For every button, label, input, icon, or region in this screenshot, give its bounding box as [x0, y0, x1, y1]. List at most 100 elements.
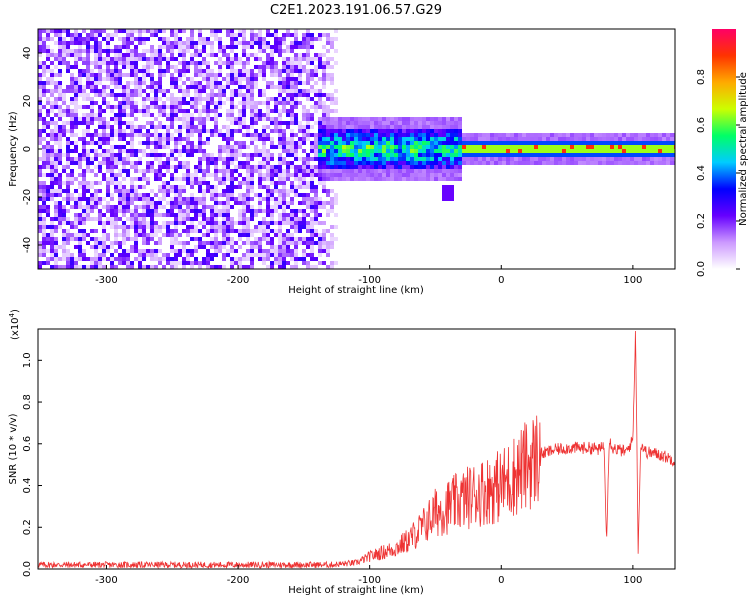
heatmap-cell — [366, 121, 370, 125]
heatmap-cell — [50, 245, 54, 249]
heatmap-cell — [230, 93, 234, 97]
heatmap-cell — [210, 217, 214, 221]
heatmap-cell — [494, 161, 498, 165]
heatmap-cell — [98, 105, 102, 109]
heatmap-cell — [254, 113, 258, 117]
heatmap-cell — [242, 209, 246, 213]
heatmap-cell — [306, 37, 310, 41]
heatmap-cell — [262, 173, 266, 177]
heatmap-cell — [626, 157, 630, 161]
heatmap-cell — [278, 197, 282, 201]
heatmap-cell — [54, 41, 58, 45]
heatmap-cell — [490, 161, 494, 165]
heatmap-cell — [510, 133, 514, 137]
heatmap-cell — [170, 101, 174, 105]
heatmap-cell — [410, 173, 414, 177]
heatmap-cell — [258, 149, 262, 153]
heatmap-cell — [274, 197, 278, 201]
heatmap-cell — [298, 41, 302, 45]
heatmap-cell — [310, 217, 314, 221]
heatmap-cell — [338, 173, 342, 177]
heatmap-cell — [270, 245, 274, 249]
heatmap-cell — [98, 137, 102, 141]
heatmap-cell — [598, 137, 602, 141]
heatmap-cell — [354, 173, 358, 177]
heatmap-cell — [406, 161, 410, 165]
heatmap-cell — [582, 157, 586, 161]
heatmap-cell — [262, 177, 266, 181]
heatmap-cell — [298, 69, 302, 73]
heatmap-cell — [198, 245, 202, 249]
heatmap-cell — [214, 157, 218, 161]
heatmap-cell — [278, 69, 282, 73]
heatmap-cell — [134, 229, 138, 233]
heatmap-cell — [102, 133, 106, 137]
heatmap-cell — [182, 137, 186, 141]
heatmap-cell — [378, 177, 382, 181]
heatmap-cell — [250, 89, 254, 93]
heatmap-cell — [218, 225, 222, 229]
heatmap-cell — [318, 117, 322, 121]
heatmap-cell — [254, 85, 258, 89]
heatmap-cell — [666, 145, 670, 149]
heatmap-cell — [50, 241, 54, 245]
heatmap-cell — [242, 201, 246, 205]
heatmap-cell — [306, 117, 310, 121]
heatmap-cell — [62, 41, 66, 45]
heatmap-cell — [142, 125, 146, 129]
heatmap-cell — [202, 125, 206, 129]
heatmap-cell — [306, 229, 310, 233]
heatmap-cell — [122, 45, 126, 49]
heatmap-cell — [278, 121, 282, 125]
heatmap-cell — [282, 193, 286, 197]
heatmap-cell — [38, 37, 42, 41]
heatmap-cell — [126, 249, 130, 253]
heatmap-cell — [422, 177, 426, 181]
heatmap-cell — [302, 69, 306, 73]
heatmap-cell — [278, 233, 282, 237]
heatmap-cell — [90, 265, 94, 269]
heatmap-cell — [274, 61, 278, 65]
heatmap-cell — [106, 181, 110, 185]
heatmap-cell — [58, 117, 62, 121]
heatmap-cell — [242, 37, 246, 41]
heatmap-cell — [606, 153, 610, 157]
heatmap-cell — [582, 133, 586, 137]
heatmap-cell — [386, 157, 390, 161]
heatmap-cell — [122, 41, 126, 45]
heatmap-cell — [282, 249, 286, 253]
heatmap-cell — [526, 137, 530, 141]
heatmap-cell — [170, 189, 174, 193]
heatmap-cell — [150, 213, 154, 217]
heatmap-cell — [330, 241, 334, 245]
heatmap-cell — [358, 157, 362, 161]
heatmap-cell — [98, 241, 102, 245]
heatmap-cell — [254, 81, 258, 85]
heatmap-cell — [50, 237, 54, 241]
heatmap-cell — [142, 185, 146, 189]
heatmap-cell — [318, 129, 322, 133]
heatmap-cell — [58, 205, 62, 209]
heatmap-cell — [198, 237, 202, 241]
heatmap-cell — [202, 149, 206, 153]
heatmap-cell — [86, 141, 90, 145]
heatmap-cell — [554, 157, 558, 161]
heatmap-cell — [146, 37, 150, 41]
heatmap-cell — [218, 169, 222, 173]
heatmap-cell — [110, 169, 114, 173]
colorbar-tick-label: 0.8 — [696, 69, 707, 85]
heatmap-cell — [614, 133, 618, 137]
heatmap-cell — [106, 41, 110, 45]
heatmap-cell — [186, 133, 190, 137]
heatmap-cell — [330, 169, 334, 173]
heatmap-cell — [182, 245, 186, 249]
heatmap-cell — [278, 253, 282, 257]
heatmap-cell — [426, 161, 430, 165]
heatmap-cell — [430, 141, 434, 145]
heatmap-cell — [318, 141, 322, 145]
heatmap-cell — [394, 149, 398, 153]
heatmap-cell — [182, 221, 186, 225]
heatmap-cell — [414, 121, 418, 125]
heatmap-cell — [298, 165, 302, 169]
heatmap-cell — [110, 265, 114, 269]
